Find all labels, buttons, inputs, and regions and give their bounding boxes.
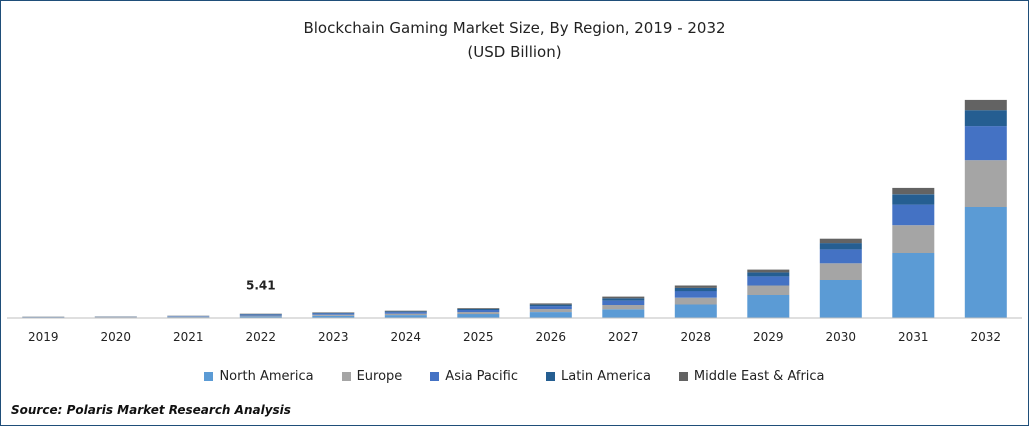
bar-2025-asia-pacific xyxy=(457,310,500,313)
legend-label: Asia Pacific xyxy=(445,369,518,384)
bar-2027-middle-east-africa xyxy=(602,296,645,299)
bar-2029-latin-america xyxy=(747,272,790,277)
chart-title: Blockchain Gaming Market Size, By Region… xyxy=(303,19,726,37)
bar-2029-north-america xyxy=(747,295,790,318)
x-tick-label: 2022 xyxy=(246,330,277,344)
bar-2029-middle-east-africa xyxy=(747,269,790,273)
bar-2021-europe xyxy=(167,316,210,318)
x-tick-label: 2026 xyxy=(536,330,567,344)
bar-2027-asia-pacific xyxy=(602,300,645,305)
bar-2026-middle-east-africa xyxy=(529,303,572,305)
bar-2032-middle-east-africa xyxy=(964,99,1007,111)
source-note: Source: Polaris Market Research Analysis xyxy=(11,403,291,417)
x-tick-label: 2028 xyxy=(681,330,712,344)
legend: North America Europe Asia Pacific Latin Ame… xyxy=(1,369,1028,384)
bar-2032-north-america xyxy=(964,207,1007,318)
x-tick-labels: 2019 2020 2021 2022 2023 2024 2025 2026 2027 2028… xyxy=(28,330,1001,344)
bar-2032-latin-america xyxy=(964,110,1007,127)
legend-swatch xyxy=(430,372,440,381)
x-tick-label: 2020 xyxy=(101,330,132,344)
legend-item: Asia Pacific xyxy=(430,369,518,384)
bar-2023-middle-east-africa xyxy=(312,312,355,313)
bar-2026-asia-pacific xyxy=(529,306,572,310)
bar-2032-europe xyxy=(964,160,1007,207)
bar-2024-latin-america xyxy=(384,311,427,313)
bar-2024-asia-pacific xyxy=(384,312,427,314)
legend-label: Latin America xyxy=(561,369,651,384)
bar-2027-north-america xyxy=(602,309,645,318)
bar-2025-north-america xyxy=(457,314,500,318)
legend-swatch xyxy=(546,372,555,381)
bar-2023-latin-america xyxy=(312,312,355,314)
bar-2022-asia-pacific xyxy=(239,314,282,316)
x-tick-label: 2031 xyxy=(898,330,929,344)
bar-2023-asia-pacific xyxy=(312,313,355,315)
bar-2026-europe xyxy=(529,309,572,312)
bar-2024-north-america xyxy=(384,315,427,318)
bar-2028-europe xyxy=(674,297,717,305)
legend-label: North America xyxy=(219,369,314,384)
bar-2031-north-america xyxy=(892,253,935,318)
legend-item: North America xyxy=(204,369,314,384)
legend-swatch xyxy=(678,372,688,381)
bars-group xyxy=(22,99,1007,318)
bar-2030-latin-america xyxy=(819,243,862,250)
bar-2024-middle-east-africa xyxy=(384,310,427,312)
legend-label: Europe xyxy=(356,369,403,384)
bar-2022-europe xyxy=(239,315,282,317)
legend-item: Europe xyxy=(341,369,403,384)
bar-2030-north-america xyxy=(819,279,862,318)
bar-2030-asia-pacific xyxy=(819,249,862,264)
bar-2025-europe xyxy=(457,312,500,315)
x-tick-label: 2027 xyxy=(608,330,639,344)
bar-2031-europe xyxy=(892,225,935,253)
x-tick-label: 2029 xyxy=(753,330,784,344)
bar-2031-middle-east-africa xyxy=(892,187,935,195)
x-tick-label: 2019 xyxy=(28,330,59,344)
bar-2021-asia-pacific xyxy=(167,316,210,317)
stacked-bar-chart: 2019 2020 2021 2022 2023 2024 2025 2026 2027 2028… xyxy=(7,99,1022,344)
bar-2022-latin-america xyxy=(239,314,282,315)
bar-2026-north-america xyxy=(529,312,572,318)
bar-2029-europe xyxy=(747,285,790,295)
bar-2024-europe xyxy=(384,313,427,316)
legend-swatch xyxy=(341,372,351,381)
x-tick-label: 2030 xyxy=(826,330,857,344)
bar-2022-north-america xyxy=(239,316,282,318)
legend-item: Middle East & Africa xyxy=(678,369,825,384)
bar-2027-latin-america xyxy=(602,298,645,301)
bar-2028-latin-america xyxy=(674,287,717,292)
data-label: 5.41 xyxy=(246,279,276,293)
data-labels: 5.41 xyxy=(246,279,276,293)
bar-2028-north-america xyxy=(674,304,717,318)
bar-2029-asia-pacific xyxy=(747,276,790,286)
bar-2031-asia-pacific xyxy=(892,204,935,226)
bar-2026-latin-america xyxy=(529,304,572,307)
chart-subtitle: (USD Billion) xyxy=(467,43,562,61)
bar-2023-north-america xyxy=(312,315,355,318)
x-tick-label: 2032 xyxy=(971,330,1002,344)
x-tick-label: 2021 xyxy=(173,330,204,344)
legend-label: Middle East & Africa xyxy=(693,369,825,384)
bar-2025-middle-east-africa xyxy=(457,308,500,309)
bar-2030-europe xyxy=(819,263,862,280)
bar-2028-middle-east-africa xyxy=(674,285,717,288)
x-tick-label: 2023 xyxy=(318,330,349,344)
x-tick-label: 2024 xyxy=(391,330,422,344)
legend-swatch xyxy=(204,372,214,381)
bar-2027-europe xyxy=(602,304,645,310)
bar-2028-asia-pacific xyxy=(674,291,717,298)
bar-2023-europe xyxy=(312,314,355,316)
bar-2031-latin-america xyxy=(892,194,935,205)
bar-2025-latin-america xyxy=(457,309,500,310)
bar-2030-middle-east-africa xyxy=(819,238,862,244)
legend-item: Latin America xyxy=(546,369,651,384)
x-tick-label: 2025 xyxy=(463,330,494,344)
bar-2032-asia-pacific xyxy=(964,126,1007,161)
